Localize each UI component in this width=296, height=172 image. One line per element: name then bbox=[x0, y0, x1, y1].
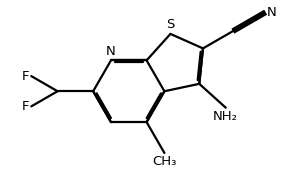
Text: N: N bbox=[106, 45, 116, 58]
Text: N: N bbox=[267, 6, 276, 19]
Text: F: F bbox=[22, 100, 29, 113]
Text: CH₃: CH₃ bbox=[152, 155, 177, 168]
Text: F: F bbox=[22, 70, 29, 83]
Text: S: S bbox=[166, 18, 175, 31]
Text: NH₂: NH₂ bbox=[213, 110, 238, 123]
